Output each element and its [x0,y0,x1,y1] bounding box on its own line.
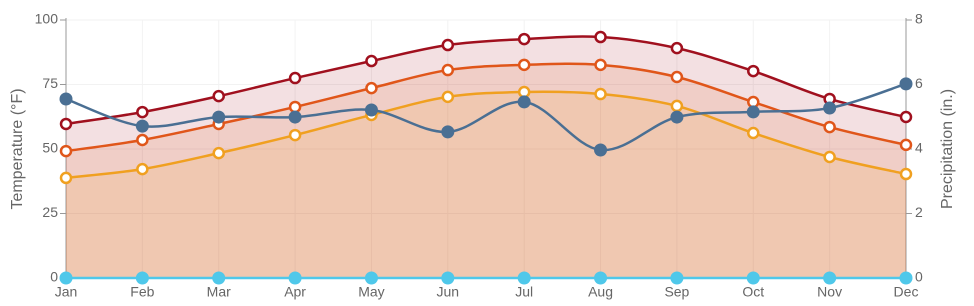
x-tick-label: Apr [284,284,306,300]
point [288,100,302,114]
point [59,117,73,131]
y2-tick-label: 6 [915,75,923,91]
x-tick-label: Jun [437,284,460,300]
x-tick-label: Sep [664,284,689,300]
line [65,62,907,153]
y-axis-title: Temperature (°F) [9,88,26,209]
point [59,271,73,285]
x-tick-label: Jul [515,284,533,300]
point [212,89,225,103]
point [747,126,760,140]
point [59,171,73,185]
x-tick-label: Dec [894,284,919,300]
point [899,77,913,91]
point [288,128,302,142]
y2-tick-label: 2 [915,204,923,220]
point [594,271,608,285]
point [135,119,149,133]
x-tick-label: Aug [588,284,613,300]
point [136,133,149,147]
y-tick-label: 0 [50,269,58,285]
point [594,87,607,101]
point [288,271,302,285]
point [670,70,684,84]
point [288,110,302,124]
y-tick-label: 25 [42,204,58,220]
point [746,105,760,119]
point [899,167,913,181]
x-tick-label: Nov [817,284,842,300]
y-tick-label: 50 [42,140,58,156]
point [136,162,149,176]
point [364,103,378,117]
point [594,30,607,44]
point [594,58,607,72]
point [823,150,836,164]
point [517,58,531,72]
point [441,38,455,52]
point [899,271,913,285]
point [670,110,684,124]
point [212,271,226,285]
point [670,41,684,55]
y-tick-label: 100 [35,11,59,27]
point [441,63,455,77]
point [59,144,73,158]
x-tick-label: Jan [55,284,78,300]
point [594,143,608,157]
x-tick-label: Feb [130,284,154,300]
x-tick-label: May [358,284,384,300]
point [517,32,531,46]
point [517,271,531,285]
point [899,110,913,124]
y2-axis-title: Precipitation (in.) [939,89,956,209]
point [288,71,302,85]
point [135,271,149,285]
x-tick-label: Mar [207,284,231,300]
point [365,54,378,68]
point [364,271,378,285]
point [441,125,455,139]
point [670,99,684,113]
x-tick-label: Oct [742,284,764,300]
point [212,110,226,124]
point [59,92,73,106]
y2-tick-label: 4 [915,140,923,156]
point [670,271,684,285]
point [899,138,913,152]
y-tick-label: 75 [42,75,58,91]
y2-tick-label: 8 [915,11,923,27]
point [136,105,149,119]
point [365,81,378,95]
point [212,146,225,160]
y2-tick-label: 0 [915,269,923,285]
point [747,64,760,78]
point [823,120,836,134]
point [823,101,837,115]
point [823,271,837,285]
point [746,271,760,285]
point [441,271,455,285]
area [66,36,906,279]
point [441,90,455,104]
point [517,95,531,109]
area [66,91,906,278]
